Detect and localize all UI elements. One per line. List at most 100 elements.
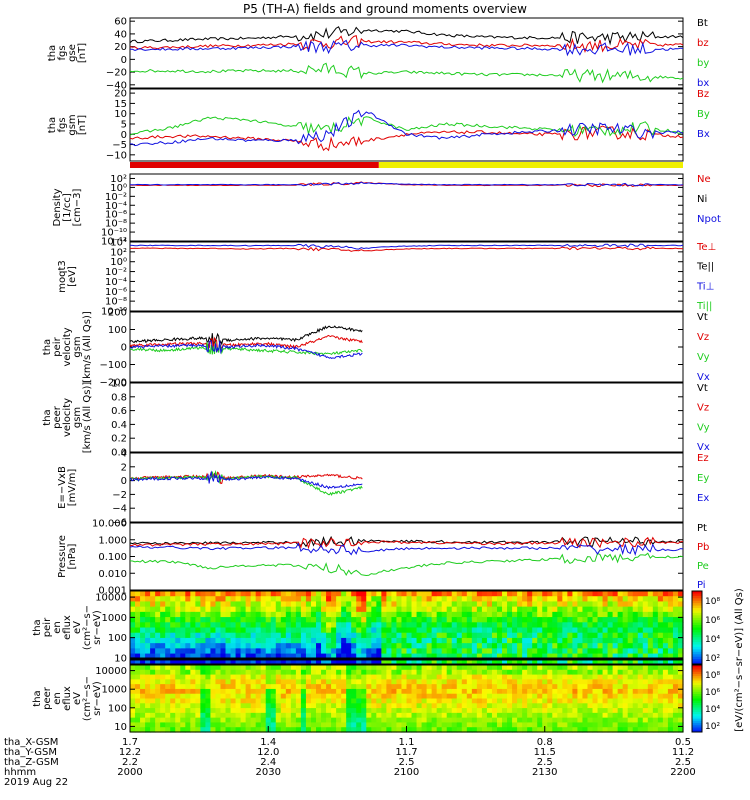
spectrogram-cell bbox=[165, 632, 171, 639]
spectrogram-cell bbox=[557, 665, 563, 671]
spectrogram-cell bbox=[376, 606, 382, 613]
spectrogram-cell bbox=[346, 648, 352, 655]
spectrogram-cell bbox=[225, 601, 232, 608]
spectrogram-cell bbox=[446, 637, 453, 644]
spectrogram-cell bbox=[225, 627, 232, 634]
spectrogram-cell bbox=[391, 611, 398, 618]
spectrogram-cell bbox=[140, 601, 146, 608]
spectrogram-cell bbox=[557, 693, 563, 700]
spectrogram-cell bbox=[255, 669, 262, 676]
spectrogram-cell bbox=[642, 596, 649, 603]
y-tick-label: 5 bbox=[121, 119, 127, 130]
y-axis-label-line: E=−VxB bbox=[57, 466, 68, 509]
spectrogram-cell bbox=[225, 717, 232, 724]
spectrogram-cell bbox=[215, 669, 222, 676]
spectrogram-cell bbox=[175, 717, 181, 724]
spectrogram-cell bbox=[592, 727, 599, 733]
spectrogram-cell bbox=[471, 665, 478, 671]
spectrogram-cell bbox=[672, 606, 679, 613]
spectrogram-cell bbox=[210, 611, 217, 618]
spectrogram-cell bbox=[456, 688, 463, 695]
spectrogram-cell bbox=[321, 643, 327, 649]
spectrogram-cell bbox=[290, 601, 297, 608]
spectrogram-cell bbox=[270, 658, 277, 665]
spectrogram-cell bbox=[677, 637, 684, 644]
spectrogram-cell bbox=[210, 596, 217, 603]
spectrogram-cell bbox=[582, 703, 589, 709]
spectrogram-cell bbox=[336, 717, 342, 724]
spectrogram-cell bbox=[386, 684, 393, 690]
spectrogram-cell bbox=[155, 617, 161, 623]
spectrogram-cell bbox=[461, 606, 468, 613]
spectrogram-cell bbox=[677, 601, 684, 608]
spectrogram-cell bbox=[547, 708, 553, 714]
spectrogram-cell bbox=[647, 712, 654, 719]
spectrogram-cell bbox=[255, 674, 262, 680]
spectrogram-cell bbox=[632, 665, 639, 671]
spectrogram-cell bbox=[667, 717, 674, 724]
spectrogram-cell bbox=[537, 679, 543, 685]
spectrogram-cell bbox=[461, 712, 468, 719]
spectrogram-cell bbox=[190, 674, 196, 680]
spectrogram-cell bbox=[366, 591, 372, 597]
spectrogram-cell bbox=[632, 627, 639, 634]
spectrogram-cell bbox=[451, 601, 458, 608]
spectrogram-cell bbox=[421, 606, 428, 613]
spectrogram-cell bbox=[250, 712, 257, 719]
spectrogram-cell bbox=[657, 643, 664, 649]
series-line-by bbox=[129, 62, 684, 84]
spectrogram-cell bbox=[280, 674, 287, 680]
spectrogram-cell bbox=[321, 679, 327, 685]
spectrogram-cell bbox=[627, 632, 634, 639]
spectrogram-cell bbox=[220, 693, 227, 700]
spectrogram-cell bbox=[456, 596, 463, 603]
spectrogram-cell bbox=[557, 617, 563, 623]
spectrogram-cell bbox=[622, 717, 629, 724]
spectrogram-cell bbox=[642, 648, 649, 655]
spectrogram-cell bbox=[421, 717, 428, 724]
spectrogram-cell bbox=[532, 611, 538, 618]
spectrogram-cell bbox=[326, 684, 332, 690]
spectrogram-cell bbox=[657, 684, 664, 690]
spectrogram-cell bbox=[245, 611, 252, 618]
spectrogram-cell bbox=[582, 617, 589, 623]
spectrogram-cell bbox=[612, 722, 619, 728]
spectrogram-cell bbox=[617, 698, 624, 704]
spectrogram-cell bbox=[486, 693, 493, 700]
spectrogram-cell bbox=[411, 712, 418, 719]
spectrogram-cell bbox=[391, 717, 398, 724]
spectrogram-cell bbox=[557, 653, 563, 660]
spectrogram-cell bbox=[607, 601, 614, 608]
spectrogram-cell bbox=[612, 703, 619, 709]
y-axis-label-line: en bbox=[52, 621, 63, 634]
y-axis-label-line: tha bbox=[42, 409, 53, 425]
x-axis-row-label: hhmm bbox=[4, 767, 36, 778]
spectrogram-cell bbox=[376, 627, 382, 634]
spectrogram-cell bbox=[316, 617, 322, 623]
spectrogram-cell bbox=[512, 688, 518, 695]
spectrogram-cell bbox=[512, 606, 518, 613]
spectrogram-cell bbox=[587, 679, 594, 685]
spectrogram-cell bbox=[180, 606, 186, 613]
spectrogram-cell bbox=[456, 693, 463, 700]
spectrogram-cell bbox=[512, 717, 518, 724]
spectrogram-cell bbox=[351, 717, 357, 724]
spectrogram-cell bbox=[567, 632, 573, 639]
spectrogram-cell bbox=[522, 611, 528, 618]
spectrogram-cell bbox=[321, 611, 327, 618]
spectrogram-cell bbox=[175, 606, 181, 613]
spectrogram-cell bbox=[667, 591, 674, 597]
spectrogram-cell bbox=[557, 632, 563, 639]
spectrogram-cell bbox=[632, 611, 639, 618]
spectrogram-cell bbox=[496, 722, 503, 728]
spectrogram-cell bbox=[205, 596, 212, 603]
spectrogram-cell bbox=[582, 658, 589, 665]
spectrogram-cell bbox=[285, 679, 292, 685]
spectrogram-cell bbox=[406, 658, 413, 665]
spectrogram-cell bbox=[481, 653, 488, 660]
spectrogram-cell bbox=[210, 688, 217, 695]
spectrogram-cell bbox=[446, 617, 453, 623]
spectrogram-cell bbox=[150, 591, 156, 597]
spectrogram-cell bbox=[617, 722, 624, 728]
spectrogram-cell bbox=[366, 606, 372, 613]
